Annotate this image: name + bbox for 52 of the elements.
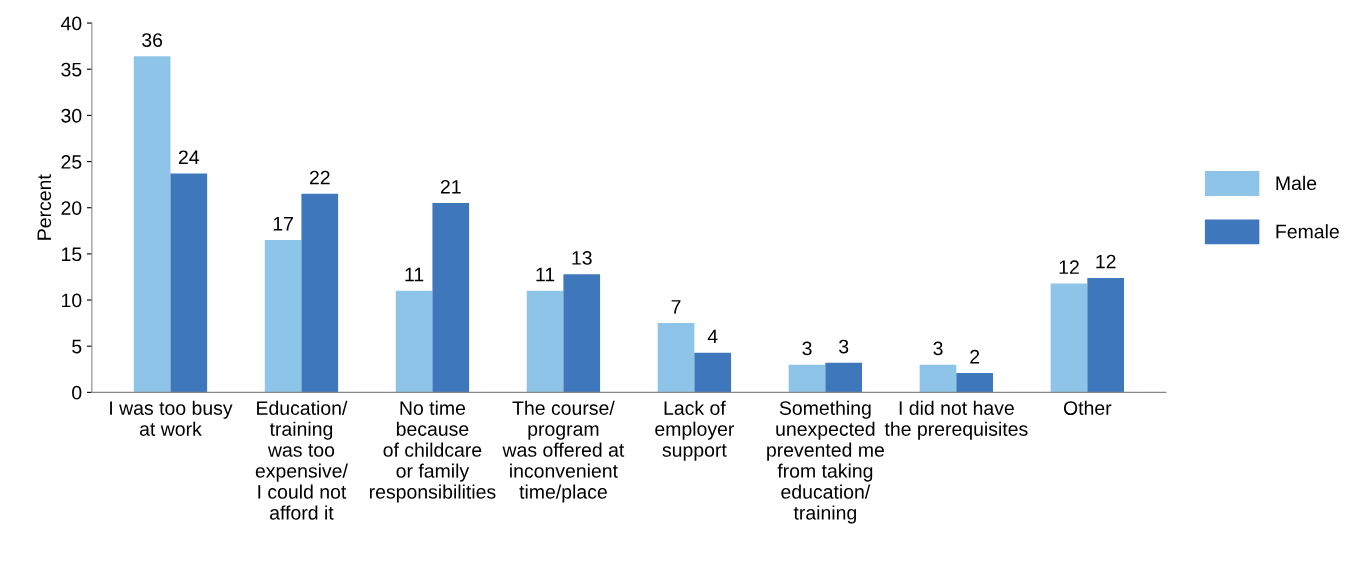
x-tick-label: Lack of employer support — [655, 400, 735, 461]
data-label: 11 — [536, 267, 555, 282]
bar — [1087, 277, 1124, 393]
x-tick-label: The course/ program was offered at inconvenient time/place — [502, 400, 625, 503]
x-tick-label: Education/ training was too expensive/ I could not afford it — [255, 400, 348, 520]
bar — [170, 173, 208, 393]
data-label: 4 — [707, 329, 718, 344]
x-tick-label: I was too busy at work — [110, 400, 233, 436]
data-label: 24 — [178, 150, 200, 164]
bar — [432, 203, 470, 393]
data-label: 36 — [142, 33, 163, 47]
legend-label: Female — [1276, 224, 1339, 239]
y-axis-title: Percent — [37, 174, 52, 240]
bar — [264, 240, 302, 393]
y-tick-label: 35 — [61, 62, 82, 77]
y-tick-label: 20 — [61, 201, 82, 215]
bar — [788, 364, 826, 393]
bar — [956, 372, 994, 393]
data-label: 17 — [273, 217, 293, 231]
y-tick-label: 30 — [61, 108, 82, 123]
bar — [563, 274, 601, 393]
data-label: 12 — [1096, 254, 1116, 269]
data-label: 3 — [839, 339, 849, 354]
data-label: 13 — [572, 251, 592, 265]
data-label: 7 — [671, 300, 681, 314]
y-tick-label: 10 — [62, 293, 82, 308]
bar — [694, 352, 732, 393]
y-tick-label: 15 — [62, 247, 82, 262]
data-label: 3 — [802, 341, 812, 356]
y-tick-label: 40 — [60, 16, 82, 31]
y-tick-label: 5 — [72, 339, 82, 354]
data-label: 12 — [1059, 260, 1079, 274]
bar — [825, 362, 863, 393]
data-label: 21 — [440, 179, 461, 194]
data-label: 2 — [970, 349, 980, 364]
x-tick-label: Something unexpected prevented me from taking education/ training — [767, 400, 884, 524]
y-tick-label: 25 — [61, 155, 82, 169]
data-label: 22 — [309, 170, 330, 185]
bar — [133, 56, 171, 393]
bar — [301, 193, 339, 393]
bar — [1050, 283, 1088, 393]
x-tick-label: I did not have the prerequisites — [884, 400, 1028, 440]
bar — [395, 290, 433, 393]
bar — [526, 290, 564, 393]
data-label: 11 — [405, 267, 424, 282]
data-label: 3 — [933, 341, 943, 356]
bar — [657, 323, 695, 393]
y-tick-label: 0 — [72, 385, 82, 400]
bar — [919, 364, 957, 393]
x-tick-label: Other — [1063, 400, 1112, 415]
x-tick-label: No time because of childcare or family responsibilities — [369, 400, 496, 503]
legend-label: Male — [1276, 175, 1317, 191]
